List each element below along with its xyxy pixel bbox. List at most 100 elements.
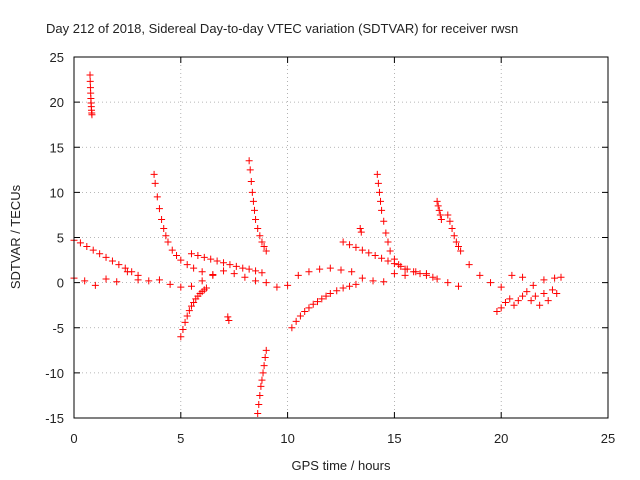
data-point xyxy=(452,238,460,246)
x-tick-label: 0 xyxy=(70,431,77,446)
x-tick-label: 15 xyxy=(387,431,401,446)
series-decay-17.5h xyxy=(444,211,465,255)
data-point xyxy=(369,277,377,285)
data-point xyxy=(252,277,260,285)
x-tick-labels: 0 5 10 15 20 25 xyxy=(70,431,615,446)
data-point xyxy=(162,232,170,240)
y-tick-label: 15 xyxy=(50,140,64,155)
data-point xyxy=(487,279,495,287)
y-tick-labels: -15 -10 -5 0 5 10 15 20 25 xyxy=(45,50,64,426)
data-point xyxy=(378,206,386,214)
data-point xyxy=(346,282,354,290)
data-point xyxy=(248,188,256,196)
data-point xyxy=(183,312,191,320)
data-point xyxy=(433,197,441,205)
data-point xyxy=(497,304,505,312)
series-spike-8.7h-neg xyxy=(254,346,270,417)
data-point xyxy=(249,197,257,205)
data-point xyxy=(256,232,264,240)
data-point xyxy=(433,275,441,283)
data-point xyxy=(183,261,191,269)
data-point xyxy=(371,252,379,260)
data-point xyxy=(508,271,516,279)
x-axis-label: GPS time / hours xyxy=(292,458,391,473)
data-point xyxy=(260,243,268,251)
data-point xyxy=(158,215,166,223)
data-point xyxy=(245,157,253,165)
y-tick-label: 5 xyxy=(57,231,64,246)
data-point xyxy=(86,77,94,85)
data-point xyxy=(190,264,198,272)
series-decay-17h xyxy=(433,197,445,223)
data-point xyxy=(531,292,539,300)
data-point xyxy=(179,326,187,334)
data-point xyxy=(314,298,322,306)
axis-ticks xyxy=(73,56,609,419)
data-point xyxy=(377,197,385,205)
data-point xyxy=(333,287,341,295)
data-point xyxy=(346,241,354,249)
series-neg-5h xyxy=(177,284,210,341)
data-point xyxy=(288,324,296,332)
data-point xyxy=(76,239,84,247)
data-point xyxy=(497,283,505,291)
grid xyxy=(74,57,608,418)
data-point xyxy=(207,255,215,263)
data-point xyxy=(322,292,330,300)
data-point xyxy=(151,179,159,187)
data-point xyxy=(177,256,185,264)
data-point xyxy=(337,266,345,274)
data-point xyxy=(358,274,366,282)
data-point xyxy=(540,289,548,297)
data-point xyxy=(220,259,228,267)
data-point xyxy=(86,71,94,79)
data-point xyxy=(446,217,454,225)
data-point xyxy=(83,243,91,251)
data-point xyxy=(436,211,444,219)
data-point xyxy=(262,279,270,287)
data-point xyxy=(123,268,131,276)
y-tick-label: 25 xyxy=(50,50,64,65)
data-point xyxy=(339,238,347,246)
data-point xyxy=(519,292,527,300)
data-point xyxy=(209,271,217,279)
data-point xyxy=(416,270,424,278)
data-point xyxy=(187,302,195,310)
data-point xyxy=(519,273,527,281)
data-point xyxy=(88,111,96,119)
data-point xyxy=(198,277,206,285)
data-point xyxy=(213,257,221,265)
data-point xyxy=(493,308,501,316)
data-point xyxy=(115,261,123,269)
data-point xyxy=(239,264,247,272)
data-point xyxy=(262,247,270,255)
data-point xyxy=(548,286,556,294)
data-point xyxy=(352,280,360,288)
data-point xyxy=(177,283,185,291)
data-point xyxy=(434,202,442,210)
x-tick-label: 5 xyxy=(177,431,184,446)
data-point xyxy=(553,289,561,297)
series-descend-12.6h xyxy=(339,238,437,281)
series-negative-cluster-20h xyxy=(493,286,561,316)
data-point xyxy=(96,250,104,258)
data-point xyxy=(378,254,386,262)
series-decay-3.8h xyxy=(150,170,217,279)
data-point xyxy=(187,250,195,258)
chart-title: Day 212 of 2018, Sidereal Day-to-day VTE… xyxy=(46,21,518,36)
data-point xyxy=(256,391,264,399)
data-point xyxy=(226,261,234,269)
data-point xyxy=(202,284,210,292)
data-point xyxy=(523,288,531,296)
data-point xyxy=(177,333,185,341)
data-point xyxy=(384,238,392,246)
series-baseline xyxy=(70,261,565,291)
data-point xyxy=(224,313,232,321)
data-point xyxy=(501,298,509,306)
data-point xyxy=(514,297,522,305)
data-point xyxy=(225,317,233,325)
data-point xyxy=(444,211,452,219)
data-point xyxy=(241,273,249,281)
data-point xyxy=(454,243,462,251)
